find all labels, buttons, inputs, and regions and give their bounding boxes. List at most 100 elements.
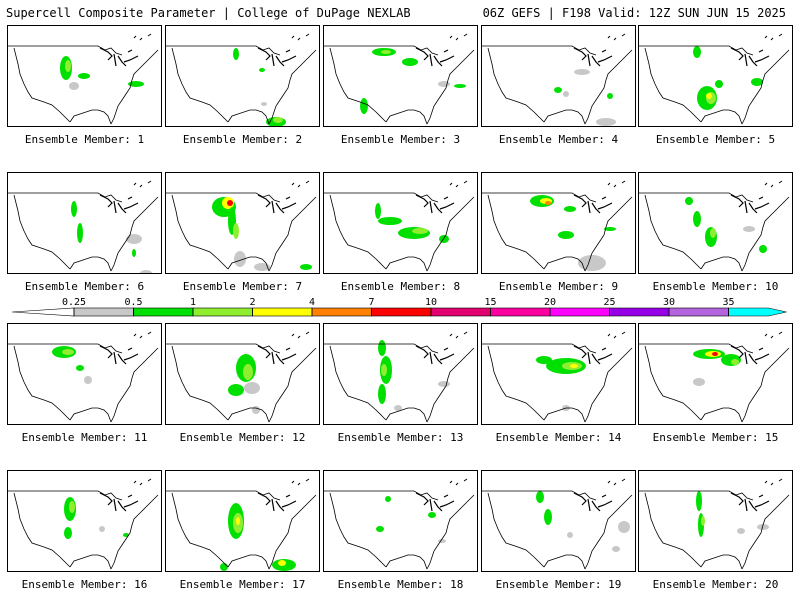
legend-color-swatch bbox=[133, 307, 194, 317]
coastline bbox=[644, 194, 790, 272]
coastline bbox=[13, 47, 159, 125]
ensemble-member-label: Ensemble Member: 12 bbox=[179, 431, 306, 444]
legend-color-swatch bbox=[668, 307, 729, 317]
us-map bbox=[8, 331, 159, 423]
ensemble-member-label: Ensemble Member: 19 bbox=[495, 578, 622, 591]
coastline-detail bbox=[449, 33, 468, 41]
legend-tick-label: 0.5 bbox=[124, 297, 143, 308]
country-border bbox=[482, 490, 597, 501]
scp-contour bbox=[69, 501, 75, 513]
coastline-detail bbox=[764, 478, 783, 486]
ensemble-member-label: Ensemble Member: 3 bbox=[340, 133, 461, 146]
great-lakes bbox=[257, 47, 297, 67]
scp-contour bbox=[706, 93, 712, 99]
coastline-detail bbox=[764, 180, 783, 188]
color-legend-bar bbox=[11, 307, 787, 317]
ensemble-map-panel bbox=[7, 323, 162, 425]
us-map bbox=[482, 331, 633, 423]
scp-contour bbox=[696, 491, 702, 511]
great-lakes bbox=[730, 194, 770, 214]
scp-contour bbox=[757, 524, 769, 530]
ensemble-member-label: Ensemble Member: 6 bbox=[24, 280, 145, 293]
coastline-detail bbox=[291, 331, 310, 339]
coastline-detail bbox=[133, 180, 152, 188]
ensemble-map-panel bbox=[7, 172, 162, 274]
scp-contour bbox=[604, 227, 616, 231]
coastline bbox=[171, 47, 317, 125]
country-border bbox=[324, 45, 439, 56]
scp-contour bbox=[412, 228, 428, 234]
scp-contour bbox=[99, 526, 105, 532]
scp-contour bbox=[123, 533, 129, 537]
scp-contour bbox=[244, 382, 260, 394]
ensemble-member-label: Ensemble Member: 17 bbox=[179, 578, 306, 591]
scp-contour bbox=[376, 526, 384, 532]
scp-contour bbox=[701, 516, 705, 526]
coastline bbox=[487, 194, 633, 272]
scp-contour bbox=[570, 364, 578, 368]
coastline-detail bbox=[607, 478, 626, 486]
ensemble-member-label: Ensemble Member: 9 bbox=[498, 280, 619, 293]
scp-contour bbox=[375, 203, 381, 219]
us-map bbox=[166, 331, 317, 423]
scp-contour bbox=[132, 249, 136, 257]
coastline-detail bbox=[133, 478, 152, 486]
coastline bbox=[329, 47, 475, 125]
us-map bbox=[166, 478, 317, 571]
scp-contour bbox=[693, 211, 701, 227]
scp-contour bbox=[731, 359, 739, 365]
coastline bbox=[487, 492, 633, 570]
scp-contour bbox=[227, 200, 233, 206]
great-lakes bbox=[573, 492, 613, 512]
coastline-detail bbox=[133, 331, 152, 339]
ensemble-member-label: Ensemble Member: 16 bbox=[21, 578, 148, 591]
us-map bbox=[166, 33, 317, 126]
scp-contour bbox=[544, 509, 552, 525]
ensemble-member-label: Ensemble Member: 7 bbox=[182, 280, 303, 293]
ensemble-member-label: Ensemble Member: 14 bbox=[495, 431, 622, 444]
ensemble-member-label: Ensemble Member: 20 bbox=[652, 578, 779, 591]
coastline bbox=[329, 492, 475, 570]
legend-tick-label: 35 bbox=[722, 297, 735, 308]
scp-contour bbox=[618, 521, 630, 533]
scp-contour bbox=[693, 378, 705, 386]
scp-contour bbox=[278, 560, 286, 566]
scp-contour bbox=[563, 91, 569, 97]
scp-contour bbox=[567, 532, 573, 538]
scp-contour bbox=[394, 405, 402, 411]
country-border bbox=[324, 343, 439, 354]
scp-contour bbox=[273, 117, 283, 123]
coastline bbox=[487, 47, 633, 125]
coastline bbox=[13, 345, 159, 423]
scp-contour bbox=[84, 376, 92, 384]
great-lakes bbox=[99, 194, 139, 214]
scp-contour bbox=[685, 197, 693, 205]
legend-tick-label: 7 bbox=[368, 297, 375, 308]
legend-color-swatch bbox=[549, 307, 610, 317]
scp-contour bbox=[712, 352, 718, 356]
coastline bbox=[644, 345, 790, 423]
scp-contour bbox=[69, 82, 79, 90]
scp-contour bbox=[574, 69, 590, 75]
ensemble-map-panel bbox=[7, 470, 162, 572]
country-border bbox=[639, 45, 754, 56]
coastline bbox=[329, 194, 475, 272]
scp-contour bbox=[78, 73, 90, 79]
great-lakes bbox=[730, 47, 770, 67]
coastline-detail bbox=[133, 33, 152, 41]
scp-contour bbox=[77, 223, 83, 243]
us-map bbox=[639, 331, 790, 423]
coastline bbox=[13, 492, 159, 570]
legend-tick-label: 30 bbox=[662, 297, 676, 308]
ensemble-map-panel bbox=[165, 470, 320, 572]
ensemble-member-label: Ensemble Member: 4 bbox=[498, 133, 619, 146]
great-lakes bbox=[730, 492, 770, 512]
color-legend: 0.25 0.5 1 2 4 7 10 15 20 25 30 35 bbox=[11, 297, 792, 321]
great-lakes bbox=[573, 194, 613, 214]
ensemble-map-panel bbox=[638, 172, 793, 274]
scp-contour bbox=[62, 349, 74, 355]
scp-contour bbox=[233, 48, 239, 60]
country-border bbox=[8, 45, 123, 56]
scp-contour bbox=[126, 234, 142, 244]
coastline bbox=[644, 492, 790, 570]
